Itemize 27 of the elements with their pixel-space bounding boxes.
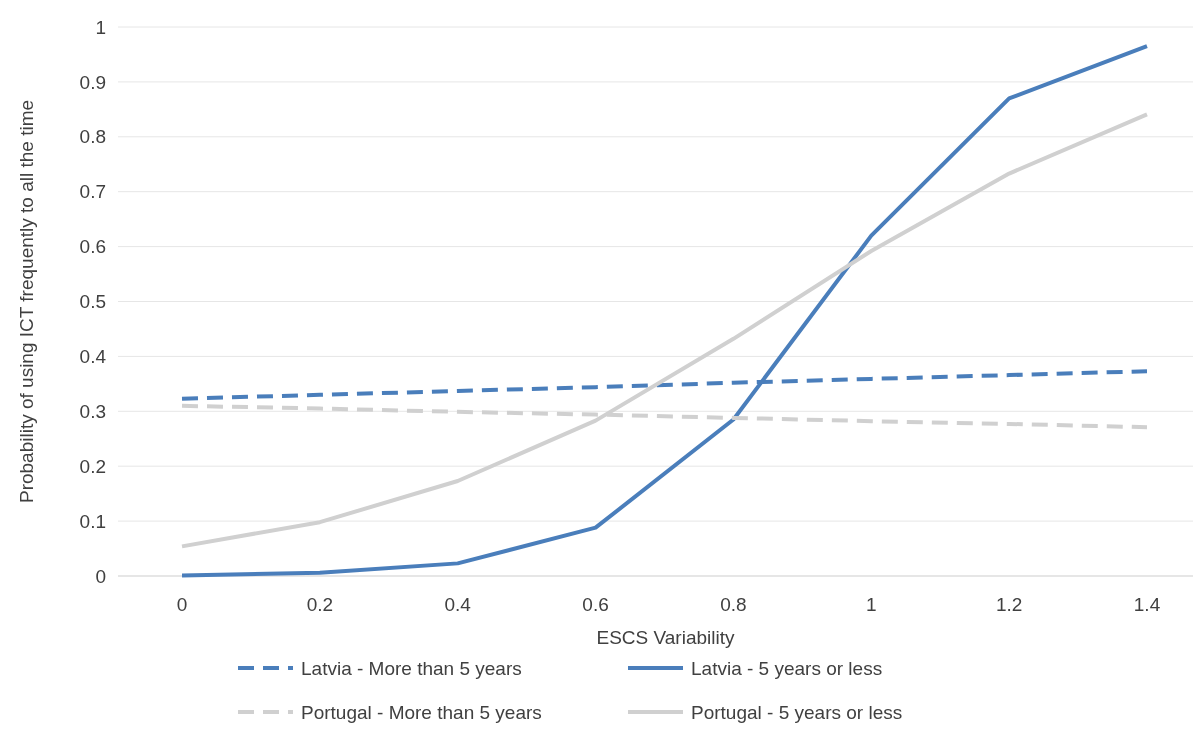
y-axis-title: Probability of using ICT frequently to all the time: [16, 99, 37, 504]
x-tick-label: 1.2: [995, 594, 1023, 615]
x-tick-label: 0.4: [444, 594, 472, 615]
x-tick-label: 0: [176, 594, 188, 615]
y-tick-label: 0.3: [79, 400, 106, 422]
x-tick-label: 0.2: [306, 594, 334, 615]
x-axis-title: ESCS Variability: [596, 627, 735, 648]
y-tick-label: 0.1: [79, 510, 106, 532]
y-tick-label: 0.6: [79, 236, 106, 258]
y-tick-label: 0.4: [79, 346, 107, 368]
y-tick-label: 0.5: [79, 291, 106, 313]
y-tick-label: 0.2: [79, 455, 106, 477]
y-tick-label: 0.9: [79, 71, 106, 93]
y-tick-label: 1: [95, 16, 106, 38]
x-tick-label: 1: [866, 594, 877, 615]
y-tick-label: 0: [95, 565, 106, 587]
line-series: [180, 44, 1149, 578]
y-tick-label: 0.7: [79, 181, 106, 203]
legend-label: Portugal - More than 5 years: [301, 701, 542, 723]
x-tick-label: 1.4: [1133, 594, 1161, 615]
legend-label: Latvia - More than 5 years: [301, 657, 522, 679]
line-series: [180, 112, 1149, 549]
y-tick-label: 0.8: [79, 126, 106, 148]
x-tick-label: 0.6: [582, 594, 609, 615]
x-tick-label: 0.8: [720, 594, 747, 615]
legend-label: Portugal - 5 years or less: [691, 701, 903, 723]
legend-label: Latvia - 5 years or less: [691, 657, 883, 679]
